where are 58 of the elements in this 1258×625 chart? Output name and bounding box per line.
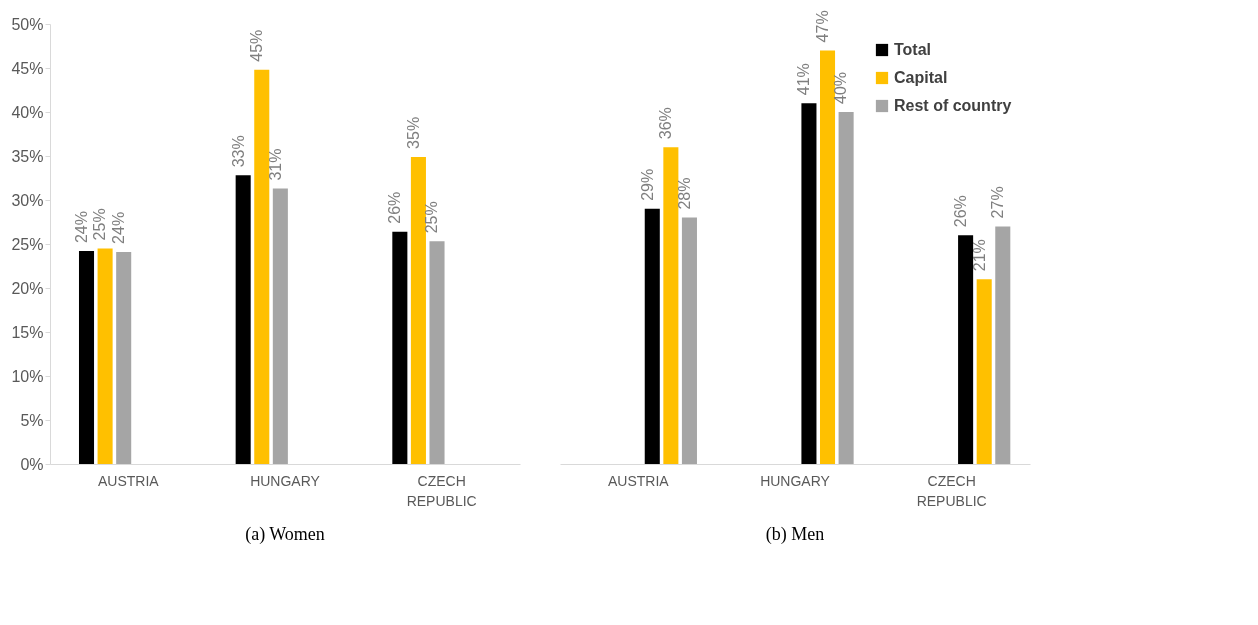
text: (a) Women	[245, 524, 325, 545]
x-tick-label: AUSTRIA	[97, 472, 160, 489]
bar	[429, 241, 445, 464]
data-label: 47%	[813, 10, 831, 43]
bar	[97, 248, 113, 464]
data-label: 25%	[91, 208, 109, 241]
bar	[976, 279, 992, 464]
data-label: 33%	[229, 135, 247, 168]
bar	[410, 156, 426, 464]
data-label: 29%	[638, 168, 656, 201]
data-label: 41%	[795, 63, 813, 96]
bar	[392, 231, 408, 464]
data-label: 31%	[266, 148, 284, 181]
y-tick-label: 45%	[11, 59, 44, 77]
data-label: 26%	[951, 195, 969, 228]
y-tick-label: 5%	[20, 411, 44, 429]
bar	[78, 251, 95, 464]
data-label: 25%	[423, 201, 441, 234]
bar	[116, 251, 132, 464]
data-label: 26%	[386, 191, 404, 224]
y-tick-label: 0%	[20, 455, 44, 473]
bar	[958, 235, 974, 464]
y-tick-label: 50%	[11, 15, 44, 33]
legend-label: Capital	[894, 69, 948, 86]
data-label: 40%	[832, 71, 850, 104]
bar	[235, 175, 251, 464]
x-tick-label: HUNGARY	[760, 472, 831, 489]
bar	[272, 188, 288, 464]
y-tick-label: 25%	[11, 235, 44, 253]
data-label: 21%	[970, 239, 988, 272]
bar	[801, 103, 817, 464]
bar	[254, 69, 270, 464]
y-tick-label: 35%	[11, 147, 44, 165]
y-tick-label: 20%	[11, 279, 44, 297]
bar	[681, 217, 697, 464]
data-label: 28%	[675, 177, 693, 210]
y-tick-label: 10%	[11, 367, 44, 385]
legend-label: Total	[894, 41, 932, 58]
y-tick-label: 15%	[11, 323, 44, 341]
x-tick-label: AUSTRIA	[607, 472, 670, 489]
data-label: 35%	[404, 116, 422, 149]
data-label: 27%	[989, 186, 1007, 219]
data-label: 24%	[110, 211, 128, 244]
data-label: 45%	[248, 29, 266, 62]
y-tick-label: 40%	[11, 103, 44, 121]
data-label: 24%	[72, 211, 90, 244]
legend-label: Rest of country	[894, 97, 1012, 114]
x-tick-label: HUNGARY	[250, 472, 321, 489]
bar	[995, 226, 1011, 464]
bar	[644, 208, 660, 464]
x-tick-label: CZECH REPUBLIC	[406, 472, 477, 509]
bar	[663, 147, 679, 464]
text: (b) Men	[765, 524, 825, 545]
bar	[820, 50, 836, 464]
data-label: 36%	[657, 107, 675, 140]
x-tick-label: CZECH REPUBLIC	[916, 472, 987, 509]
y-tick-label: 30%	[11, 191, 44, 209]
bar	[838, 112, 854, 464]
